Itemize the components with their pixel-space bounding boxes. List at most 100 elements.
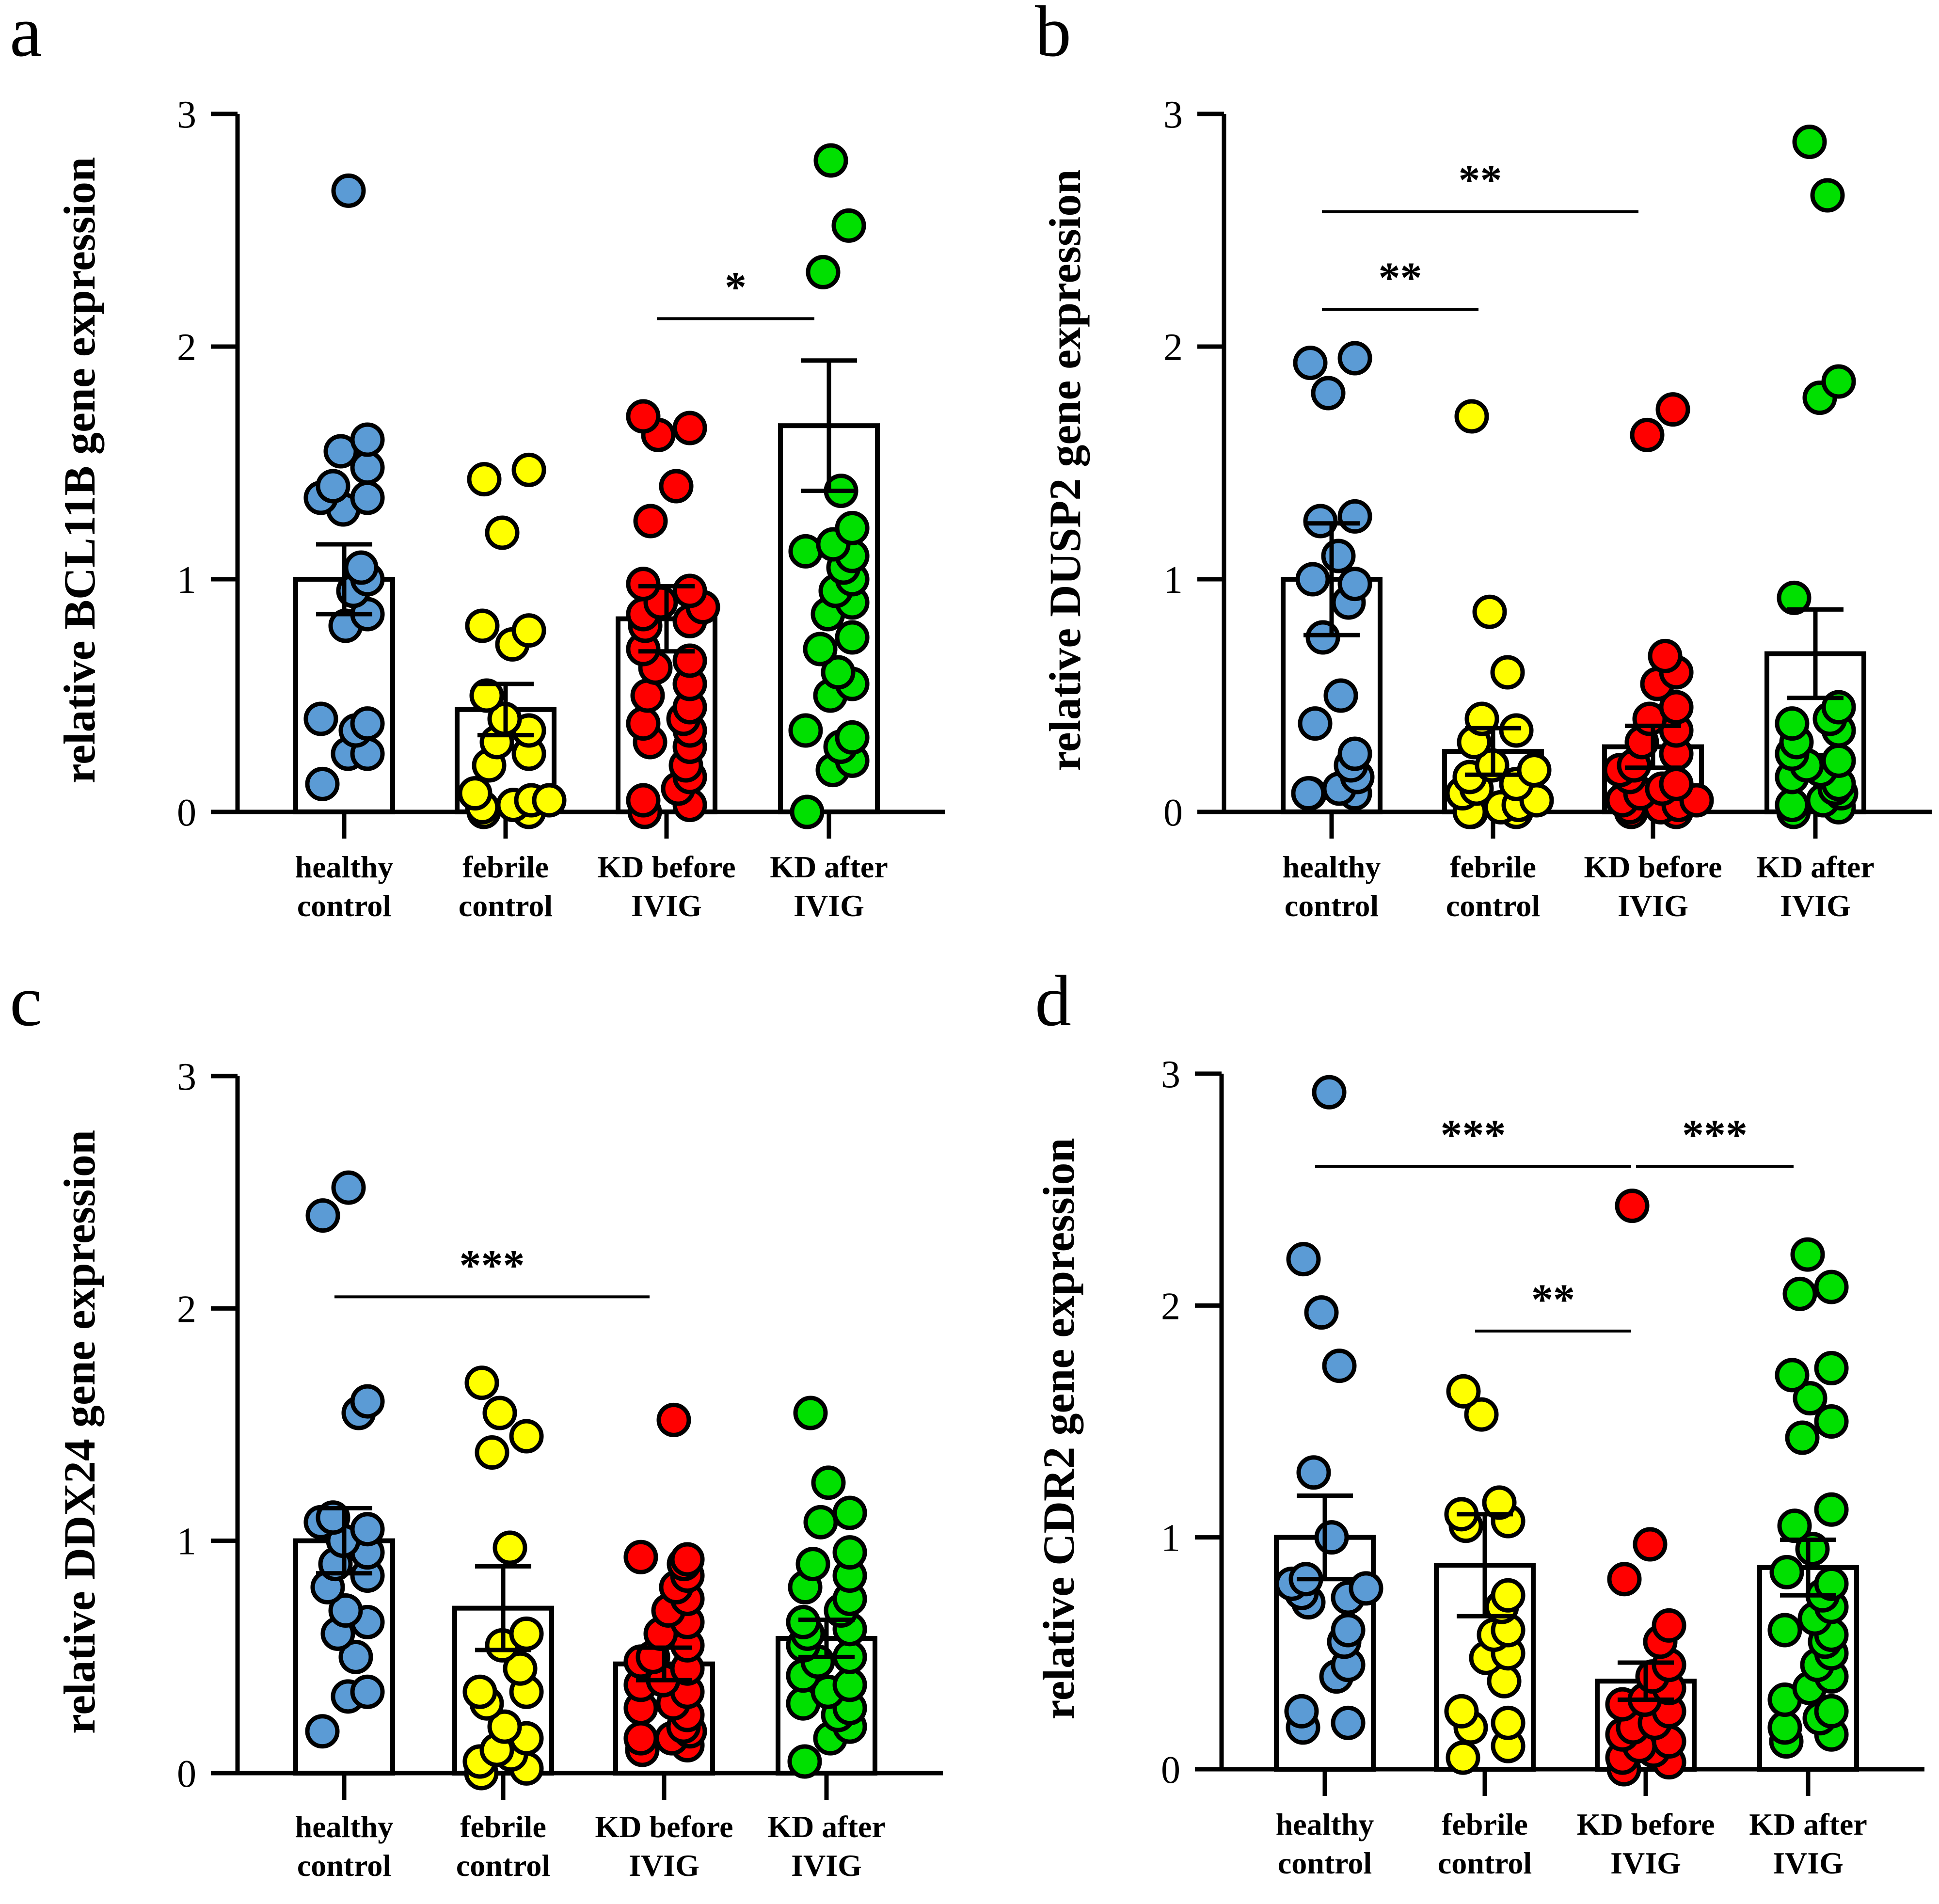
data-point <box>1775 1358 1810 1393</box>
data-point <box>475 1435 509 1470</box>
data-point <box>788 534 823 569</box>
x-tick-label-line: IVIG <box>791 1848 862 1883</box>
data-point <box>1607 1562 1642 1597</box>
y-tick-label: 2 <box>1161 1285 1180 1328</box>
data-point <box>511 452 546 487</box>
data-point <box>1322 1349 1357 1383</box>
data-point <box>1314 1520 1349 1555</box>
x-tick-label-line: febrile <box>462 850 549 884</box>
y-tick-label: 2 <box>1163 326 1183 369</box>
x-tick-label: KD before IVIG <box>1577 1807 1715 1880</box>
data-point <box>1331 1705 1366 1740</box>
data-point <box>832 1495 867 1530</box>
data-point <box>832 1535 867 1570</box>
y-tick-label: 1 <box>177 1521 196 1563</box>
significance-marker: ** <box>1322 254 1478 311</box>
data-point <box>1767 1613 1802 1648</box>
y-tick-label: 1 <box>1163 559 1183 602</box>
data-point <box>835 720 870 755</box>
data-point <box>1659 766 1694 801</box>
data-point <box>835 510 870 545</box>
data-point <box>1349 1571 1383 1606</box>
data-point <box>1284 1694 1319 1729</box>
x-tick-label-line: control <box>1438 1846 1532 1880</box>
y-axis-title: relative BCL11B gene expression <box>55 157 104 783</box>
panel-a: a relative BCL11B gene expression 0 1 2 3 heal… <box>10 0 945 923</box>
x-tick-label-line: febrile <box>1442 1807 1528 1841</box>
y-axis-title: relative CDR2 gene expression <box>1034 1138 1083 1719</box>
data-point <box>803 1505 838 1539</box>
x-tick-label-line: control <box>1446 889 1540 923</box>
data-point <box>795 1547 830 1582</box>
data-point <box>1312 1075 1347 1110</box>
data-point <box>1792 125 1827 159</box>
x-tick-label: healthy control <box>1283 850 1381 923</box>
x-tick-label-line: healthy <box>295 1809 394 1844</box>
data-point <box>626 399 661 434</box>
group-3: KD after IVIG <box>1756 125 1875 923</box>
data-point <box>1491 1705 1526 1740</box>
data-point <box>803 632 838 666</box>
data-point <box>1777 1508 1812 1543</box>
y-axis-title: relative DDX24 gene expression <box>55 1130 104 1734</box>
x-tick-label-line: KD after <box>1749 1807 1867 1841</box>
x-tick-label: KD after IVIG <box>1749 1807 1867 1880</box>
panel-letter: c <box>10 961 42 1041</box>
x-tick-label: KD before IVIG <box>595 1809 733 1883</box>
data-point <box>328 1593 363 1628</box>
data-point <box>1810 178 1845 213</box>
y-tick-label: 0 <box>177 1753 196 1795</box>
data-point <box>626 567 661 602</box>
group-2: KD before IVIG <box>1584 392 1722 923</box>
data-point <box>1814 1269 1849 1304</box>
data-point <box>659 469 694 504</box>
data-point <box>1491 1578 1526 1613</box>
data-point <box>623 1721 658 1756</box>
data-point <box>462 1674 497 1709</box>
data-point <box>1633 1527 1668 1562</box>
data-point <box>467 462 502 497</box>
y-tick-label: 3 <box>177 1056 196 1098</box>
significance-label: *** <box>1441 1111 1506 1159</box>
data-point <box>1767 1710 1802 1745</box>
panel-letter: b <box>1035 0 1071 72</box>
x-tick-label: febrile control <box>456 1809 550 1883</box>
data-point <box>1337 567 1372 602</box>
group-2: KD before IVIG <box>595 1402 733 1883</box>
data-point <box>350 480 385 515</box>
x-tick-label-line: KD after <box>1756 850 1874 884</box>
data-point <box>656 1402 691 1437</box>
data-point <box>1337 341 1372 376</box>
data-point <box>1814 1694 1849 1729</box>
data-point <box>1295 562 1330 597</box>
data-point <box>338 1639 373 1674</box>
data-point <box>1655 392 1690 427</box>
group-2: KD before IVIG <box>1577 1189 1715 1880</box>
data-point <box>305 1714 340 1749</box>
data-point <box>787 1744 822 1779</box>
data-point <box>786 1604 821 1639</box>
data-point <box>1337 736 1372 771</box>
data-point <box>350 1674 385 1709</box>
x-tick-label-line: IVIG <box>629 1848 699 1883</box>
data-point <box>633 504 668 539</box>
data-point <box>626 706 661 741</box>
group-0: healthy control <box>293 173 395 923</box>
y-tick-label: 0 <box>1163 792 1183 834</box>
x-tick-label-line: IVIG <box>631 889 702 923</box>
data-point <box>1303 504 1338 539</box>
data-point <box>1517 753 1552 788</box>
x-tick-label: KD before IVIG <box>1584 850 1722 923</box>
x-tick-label-line: KD before <box>598 850 736 884</box>
data-point <box>831 208 866 243</box>
significance-label: ** <box>1531 1276 1575 1324</box>
x-tick-label: healthy control <box>295 1809 394 1883</box>
x-tick-label-line: KD after <box>767 1809 885 1844</box>
data-point <box>1499 713 1534 748</box>
x-tick-label-line: febrile <box>1450 850 1536 884</box>
x-tick-label: healthy control <box>295 850 394 923</box>
panel-d: d relative CDR2 gene expression 0 1 2 3 health… <box>1034 961 1924 1880</box>
significance-marker: *** <box>1315 1111 1631 1168</box>
data-point <box>511 613 546 648</box>
group-3: KD after IVIG <box>770 143 888 923</box>
